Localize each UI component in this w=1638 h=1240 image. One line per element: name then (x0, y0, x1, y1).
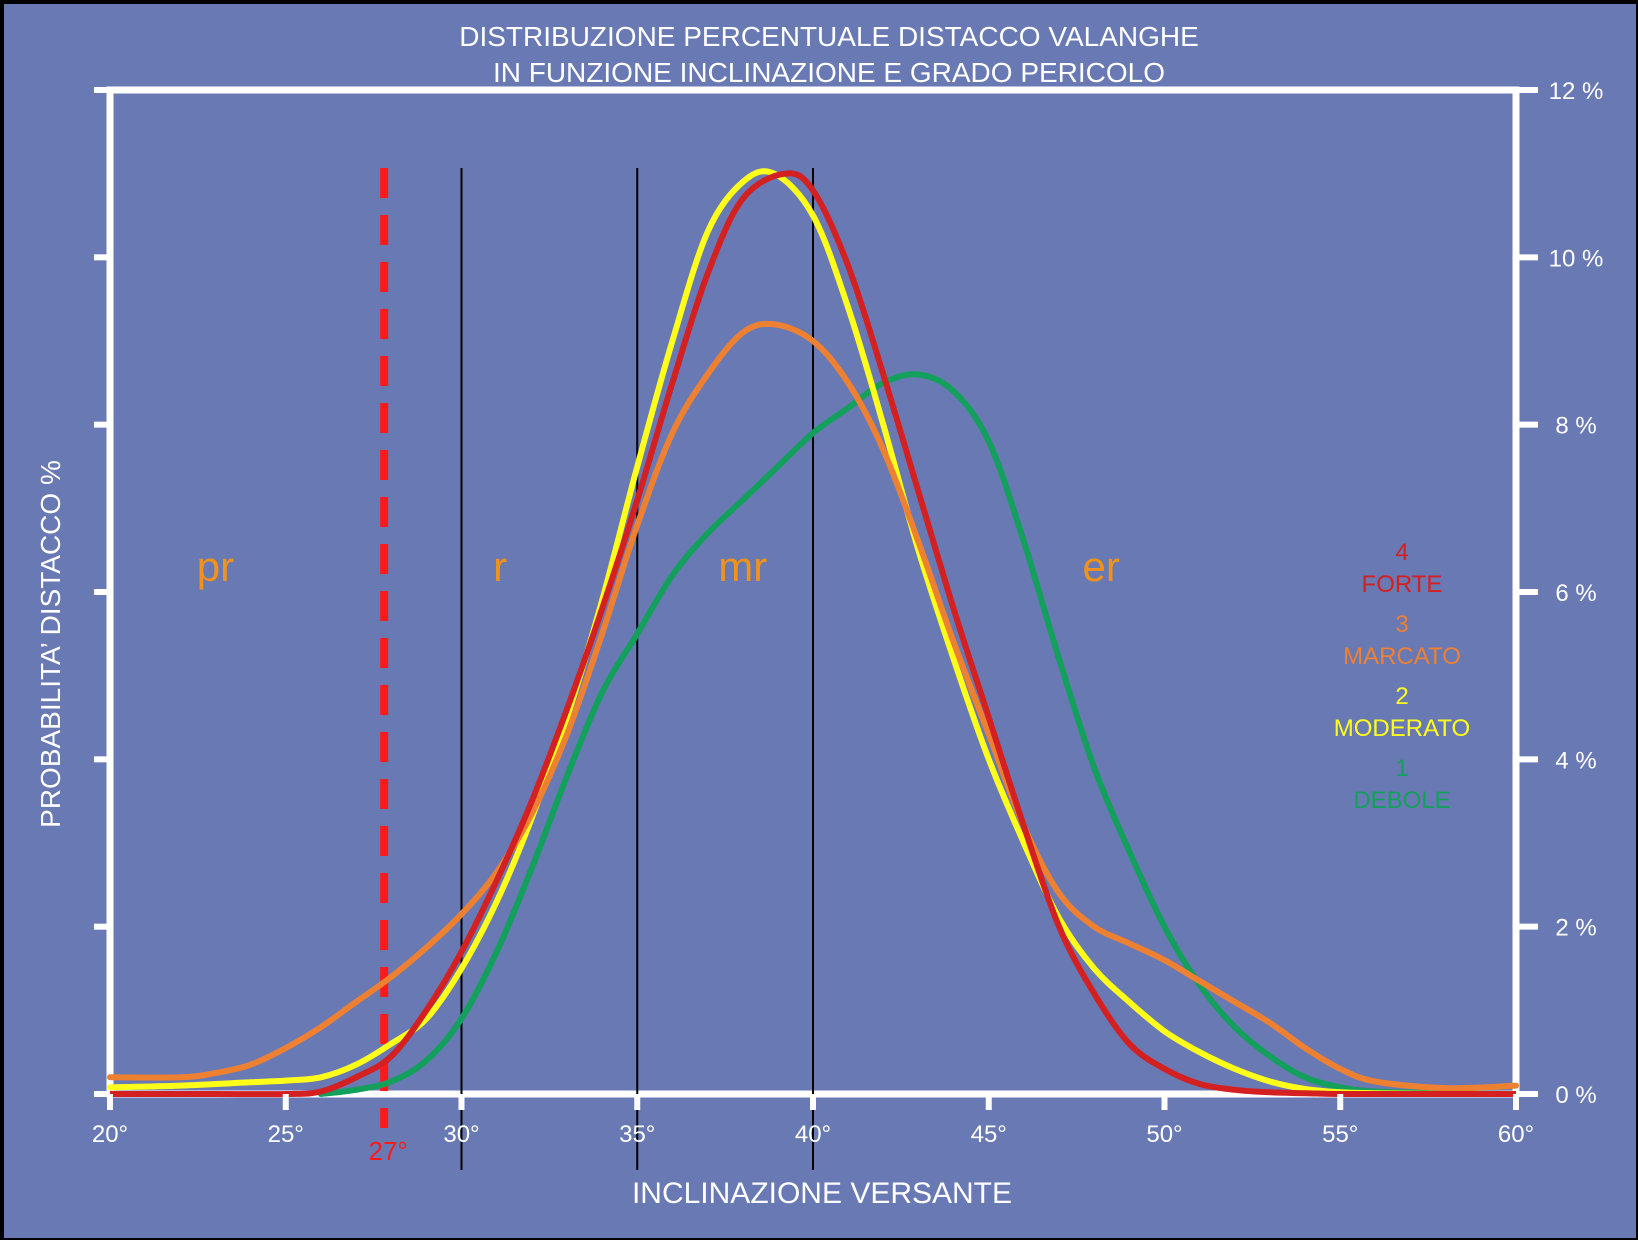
x-tick-label: 20° (92, 1121, 128, 1148)
zone-labels: pr r mr er (197, 543, 1120, 590)
y-tick-label: 12 % (1549, 78, 1604, 105)
x-tick-label: 35° (619, 1121, 655, 1148)
series-line-debole (317, 371, 1519, 1097)
legend-name-debole: DEBOLE (1353, 787, 1450, 814)
legend: 4 FORTE 3 MARCATO 2 MODERATO 1 DEBOLE (1334, 539, 1470, 814)
legend-name-moderato: MODERATO (1334, 715, 1470, 742)
legend-name-marcato: MARCATO (1343, 643, 1461, 670)
legend-number-marcato: 3 (1395, 611, 1408, 638)
y-tick-label: 6 % (1555, 580, 1596, 607)
y-tick-label: 4 % (1555, 747, 1596, 774)
x-tick-label: 50° (1146, 1121, 1182, 1148)
legend-number-forte: 4 (1395, 539, 1408, 566)
threshold-marker: 27° (369, 168, 408, 1166)
x-axis-label: INCLINAZIONE VERSANTE (632, 1177, 1012, 1210)
threshold-label: 27° (369, 1136, 408, 1166)
x-tick-label: 25° (268, 1121, 304, 1148)
legend-number-moderato: 2 (1395, 683, 1408, 710)
zone-label-er: er (1083, 543, 1120, 590)
x-tick-label: 45° (971, 1121, 1007, 1148)
y-axis-ticks: 0 % 2 % 4 % 6 % 8 % 10 % 12 % (94, 78, 1603, 1109)
x-tick-label: 30° (443, 1121, 479, 1148)
series-layer (107, 168, 1519, 1098)
series-line-marcato (107, 320, 1519, 1092)
series-line-forte (107, 170, 1519, 1098)
y-tick-label: 8 % (1555, 413, 1596, 440)
zone-boundaries (460, 168, 814, 1170)
y-tick-label: 0 % (1555, 1082, 1596, 1109)
y-tick-label: 2 % (1555, 915, 1596, 942)
x-tick-label: 40° (795, 1121, 831, 1148)
x-axis-ticks: 20° 25° 30° 35° 40° 45° 50° 55° 60° (92, 1094, 1534, 1148)
y-tick-label: 10 % (1549, 245, 1604, 272)
avalanche-probability-chart: DISTRIBUZIONE PERCENTUALE DISTACCO VALAN… (35, 21, 1603, 1210)
chart-slide: DISTRIBUZIONE PERCENTUALE DISTACCO VALAN… (4, 4, 1636, 1238)
chart-title-line-2: IN FUNZIONE INCLINAZIONE E GRADO PERICOL… (493, 57, 1165, 88)
zone-label-mr: mr (718, 543, 767, 590)
zone-label-pr: pr (197, 543, 234, 590)
zone-label-r: r (493, 543, 507, 590)
y-axis-label: PROBABILITA’ DISTACCO % (35, 460, 66, 828)
legend-name-forte: FORTE (1362, 571, 1443, 598)
legend-number-debole: 1 (1395, 755, 1408, 782)
chart-title-line-1: DISTRIBUZIONE PERCENTUALE DISTACCO VALAN… (459, 21, 1199, 52)
x-tick-label: 60° (1498, 1121, 1534, 1148)
x-tick-label: 55° (1322, 1121, 1358, 1148)
